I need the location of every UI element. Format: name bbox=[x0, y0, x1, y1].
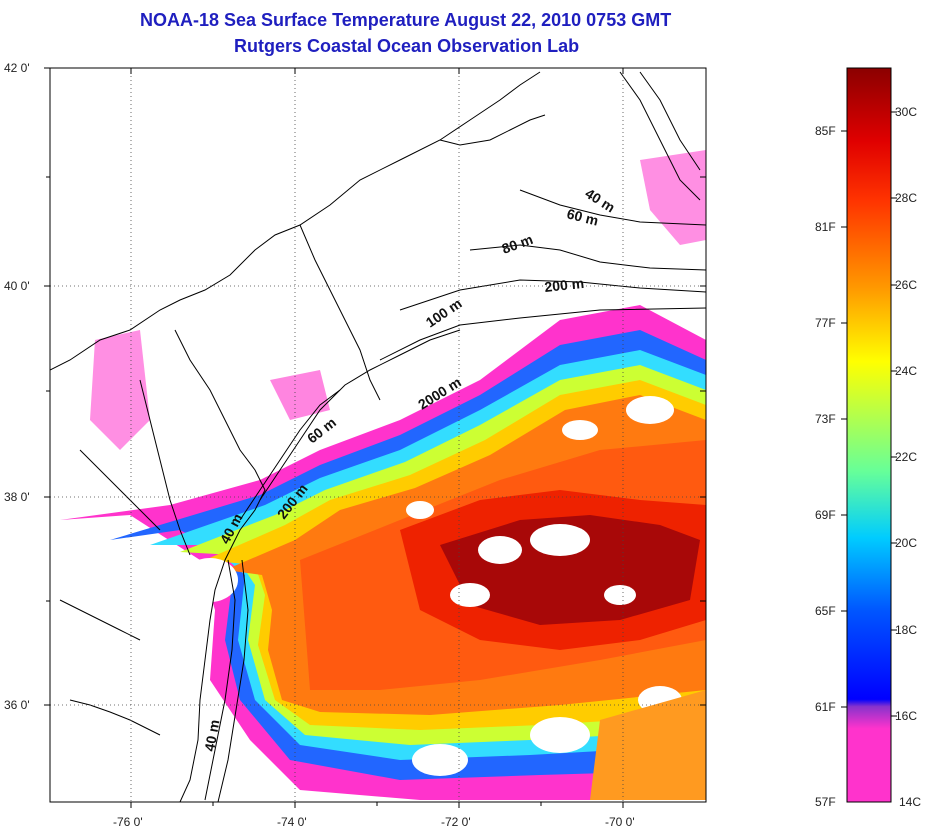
sst-field bbox=[60, 150, 706, 800]
colorbar-f-label: 85F bbox=[815, 124, 836, 138]
lat-label-38: 38 0' bbox=[4, 490, 30, 504]
lon-label-76: -76 0' bbox=[113, 815, 143, 829]
lon-label-74: -74 0' bbox=[277, 815, 307, 829]
coastline bbox=[50, 71, 546, 802]
map-subtitle: Rutgers Coastal Ocean Observation Lab bbox=[234, 36, 580, 56]
frame-ticks bbox=[44, 67, 706, 808]
colorbar-f-label: 77F bbox=[815, 316, 836, 330]
map-title: NOAA-18 Sea Surface Temperature August 2… bbox=[140, 10, 672, 30]
colorbar-c-label: 16C bbox=[895, 709, 917, 723]
map-frame bbox=[49, 67, 707, 803]
lon-label-70: -70 0' bbox=[605, 815, 635, 829]
colorbar-scale bbox=[846, 67, 892, 803]
depth-label: 60 m bbox=[565, 205, 600, 228]
colorbar-c-label: 14C bbox=[899, 795, 921, 809]
lat-label-40: 40 0' bbox=[4, 279, 30, 293]
colorbar-f-label: 65F bbox=[815, 604, 836, 618]
lat-label-36: 36 0' bbox=[4, 698, 30, 712]
colorbar-c-label: 30C bbox=[895, 105, 917, 119]
colorbar-f-label: 61F bbox=[815, 700, 836, 714]
colorbar-f-label: 81F bbox=[815, 220, 836, 234]
colorbar-c-label: 28C bbox=[895, 191, 917, 205]
depth-label: 200 m bbox=[544, 275, 585, 295]
depth-contours bbox=[204, 71, 706, 802]
lon-label-72: -72 0' bbox=[441, 815, 471, 829]
colorbar-f-label: 73F bbox=[815, 412, 836, 426]
colorbar-c-label: 18C bbox=[895, 623, 917, 637]
colorbar-c-label: 26C bbox=[895, 278, 917, 292]
depth-label: 80 m bbox=[500, 231, 535, 257]
lat-label-42: 42 0' bbox=[4, 61, 30, 75]
depth-label: 40 m bbox=[201, 718, 222, 752]
colorbar: 85F 81F 77F 73F 69F 65F 61F 57F 30C 28C … bbox=[815, 67, 921, 809]
colorbar-c-label: 22C bbox=[895, 450, 917, 464]
graticule bbox=[50, 68, 706, 802]
colorbar-f-label: 57F bbox=[815, 795, 836, 809]
colorbar-c-label: 24C bbox=[895, 364, 917, 378]
colorbar-f-label: 69F bbox=[815, 508, 836, 522]
colorbar-c-label: 20C bbox=[895, 536, 917, 550]
